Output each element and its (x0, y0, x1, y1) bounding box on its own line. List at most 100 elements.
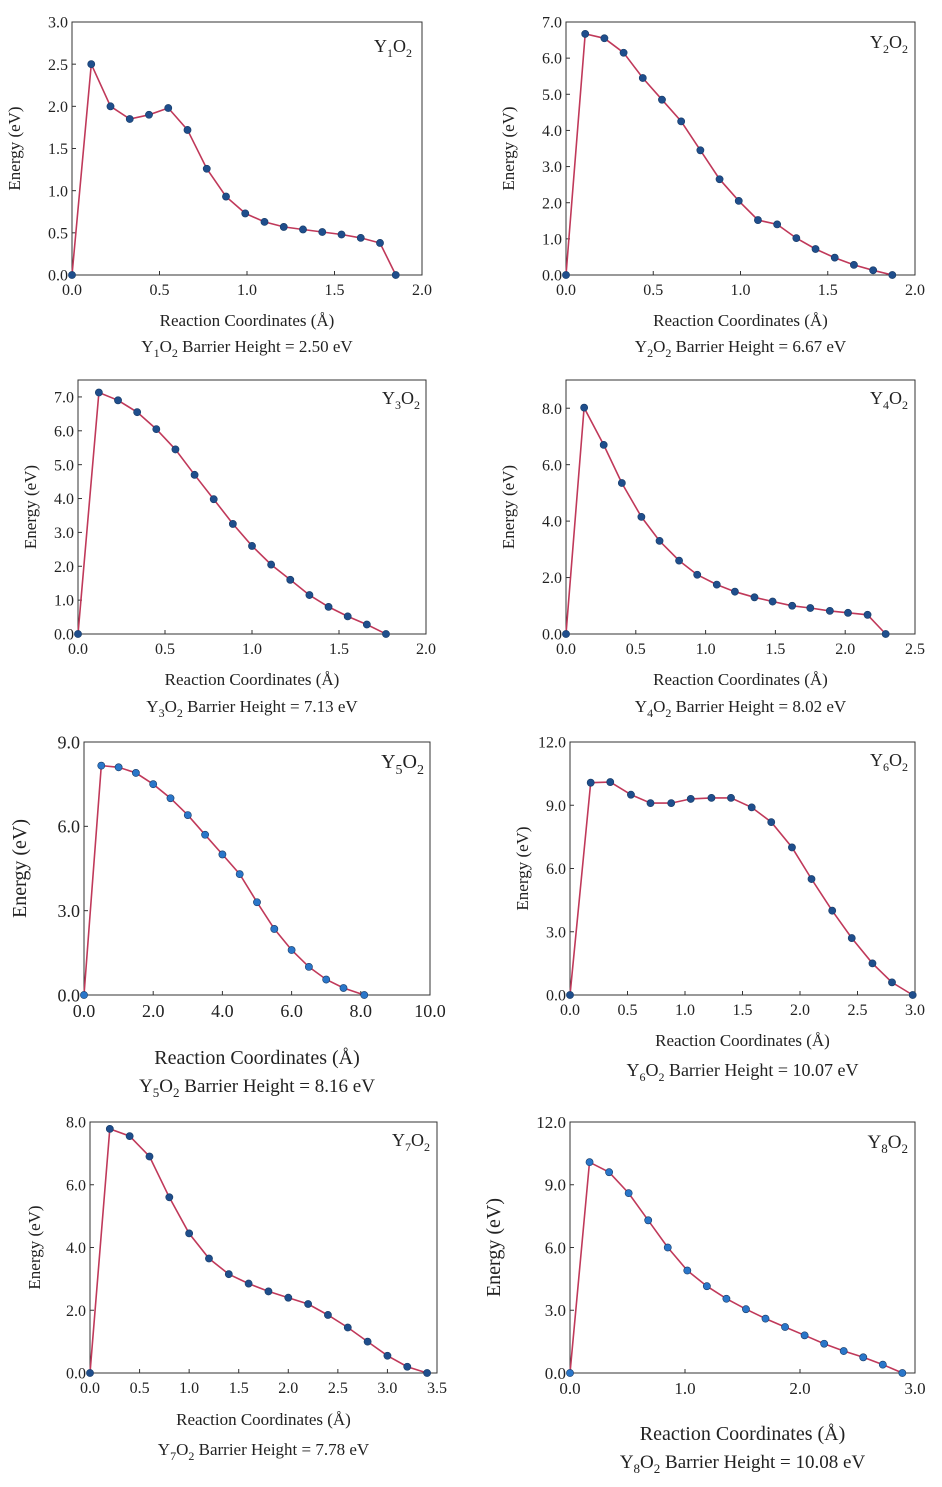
barrier-height-caption: Y4O2 Barrier Height = 8.02 eV (635, 697, 847, 720)
chart-panel-6: 0.0 0.5 1.0 1.5 2.0 2.5 3.0 0.0 3.0 6.0 9.0 12.0 Rea… (513, 735, 925, 1084)
chart-panel-8: 0.0 1.0 2.0 3.0 0.0 3.0 6.0 9.0 12.0 Reaction Coo… (483, 1113, 926, 1476)
x-tick-label: 1.0 (696, 641, 716, 658)
data-point (131, 769, 140, 777)
data-point (767, 818, 776, 827)
x-axis-label: Reaction Coordinates (Å) (154, 1047, 360, 1069)
y-tick-label: 2.0 (54, 559, 74, 576)
x-axis-label: Reaction Coordinates (Å) (160, 311, 335, 330)
x-axis-label: Reaction Coordinates (Å) (653, 311, 828, 330)
data-point (830, 253, 839, 262)
y-tick-label: 9.0 (546, 798, 566, 815)
x-tick-label: 2.0 (905, 282, 925, 299)
data-point (702, 1282, 711, 1291)
data-point (363, 1337, 372, 1346)
data-point (339, 984, 348, 992)
y-tick-label: 0.0 (48, 268, 68, 285)
data-point (423, 1369, 431, 1377)
data-point (788, 843, 796, 852)
y-tick-label: 7.0 (542, 15, 562, 32)
y-tick-label: 6.0 (545, 1238, 566, 1257)
y-tick-label: 3.0 (545, 1301, 566, 1320)
data-point (781, 1323, 789, 1331)
y-tick-label: 3.0 (48, 15, 68, 32)
data-point (224, 1270, 233, 1279)
y-tick-label: 6.0 (54, 423, 74, 440)
data-point (888, 978, 896, 987)
data-point (166, 794, 175, 803)
data-point (97, 761, 106, 770)
x-tick-label: 0.5 (155, 641, 175, 658)
data-point (806, 604, 815, 612)
data-point (80, 991, 88, 999)
barrier-height-caption: Y6O2 Barrier Height = 10.07 eV (626, 1060, 858, 1084)
data-point (86, 1369, 94, 1377)
data-point (279, 223, 288, 231)
data-point (304, 1300, 313, 1308)
x-tick-label: 3.0 (905, 1002, 925, 1019)
data-point (646, 799, 655, 808)
x-tick-label: 4.0 (211, 1001, 234, 1021)
x-tick-label: 1.5 (329, 641, 349, 658)
y-tick-label: 6.0 (542, 51, 562, 68)
y-tick-label: 6.0 (66, 1177, 86, 1194)
panel-title: Y7O2 (392, 1130, 430, 1154)
data-point (627, 790, 635, 799)
data-point (253, 898, 261, 907)
data-point (403, 1362, 412, 1371)
data-point (566, 1369, 574, 1377)
data-point (800, 1331, 809, 1340)
x-tick-label: 2.0 (142, 1001, 165, 1021)
plot-frame (565, 379, 916, 635)
data-point (617, 479, 626, 487)
data-point (218, 850, 227, 859)
x-tick-label: 0.5 (618, 1002, 638, 1019)
data-point (768, 597, 777, 606)
y-tick-label: 4.0 (542, 123, 562, 140)
data-point (248, 542, 256, 550)
y-tick-label: 2.5 (48, 57, 68, 74)
data-point (241, 209, 250, 218)
data-point (299, 225, 307, 234)
data-point (773, 220, 782, 229)
data-point (605, 1168, 613, 1177)
data-point (171, 445, 180, 454)
panel-title: Y1O2 (374, 36, 412, 60)
x-tick-label: 1.0 (675, 1002, 695, 1019)
x-tick-label: 2.0 (835, 641, 855, 658)
y-axis-label: Energy (eV) (513, 826, 532, 910)
data-point (125, 1132, 134, 1141)
chart-panel-3: 0.0 0.5 1.0 1.5 2.0 0.0 1.0 2.0 3.0 4.0 5.0 6.0 7.0 R… (21, 379, 436, 720)
chart-panel-7: 0.0 0.5 1.0 1.5 2.0 2.5 3.0 3.5 0.0 2.0 4.0 6.0 8.0 R… (25, 1115, 447, 1463)
y-tick-label: 12.0 (538, 735, 566, 752)
data-point (667, 799, 676, 808)
data-point (145, 1152, 154, 1161)
data-point (637, 512, 646, 521)
y-tick-label: 4.0 (66, 1240, 86, 1257)
data-point (825, 606, 834, 615)
y-tick-label: 5.0 (54, 457, 74, 474)
data-point (205, 1254, 213, 1263)
data-point (87, 60, 96, 69)
data-point (286, 575, 295, 584)
plot-frame (71, 21, 423, 276)
plot-frame (569, 741, 916, 996)
data-point (828, 906, 837, 915)
x-tick-label: 1.0 (242, 641, 262, 658)
y-axis-label: Energy (eV) (499, 106, 518, 190)
panel-title: Y5O2 (381, 751, 424, 778)
y-tick-label: 9.0 (545, 1176, 566, 1195)
x-tick-label: 3.0 (377, 1380, 397, 1397)
data-point (164, 104, 173, 112)
y-tick-label: 3.0 (546, 924, 566, 941)
x-tick-label: 2.0 (412, 282, 432, 299)
plot-frame (569, 1121, 916, 1374)
energy-series-line (569, 781, 914, 996)
barrier-height-caption: Y2O2 Barrier Height = 6.67 eV (635, 337, 847, 360)
panel-title: Y6O2 (870, 750, 908, 774)
x-tick-label: 2.0 (790, 1002, 810, 1019)
y-tick-label: 0.0 (545, 1364, 566, 1383)
data-point (356, 233, 365, 242)
data-point (343, 612, 352, 621)
data-point (580, 403, 589, 412)
data-point (149, 780, 158, 789)
